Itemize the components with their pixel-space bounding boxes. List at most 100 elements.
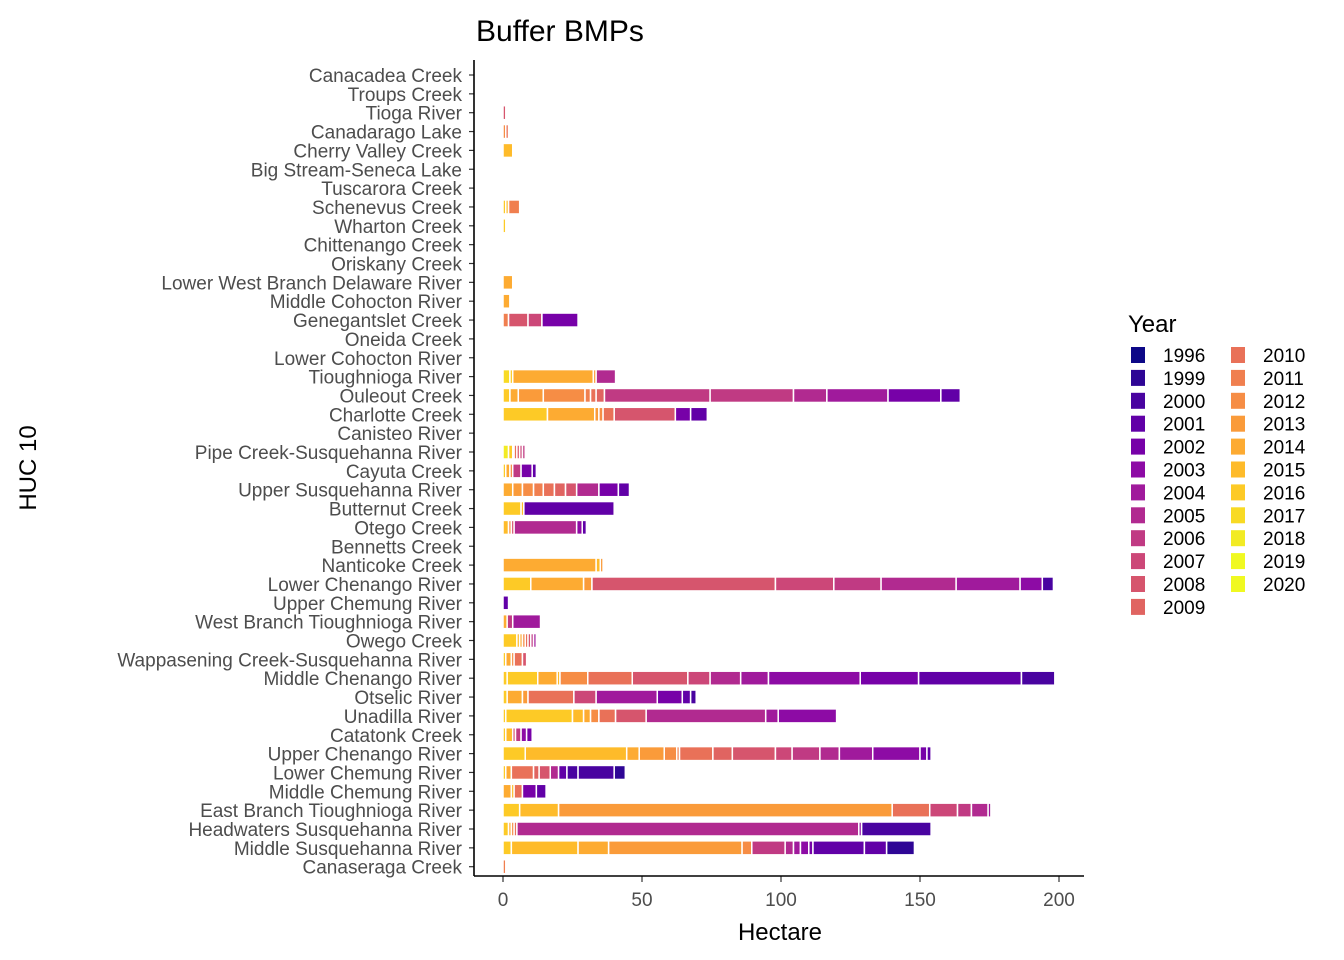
bar-segment bbox=[575, 519, 583, 536]
legend-label: 2004 bbox=[1163, 483, 1206, 504]
bar-segment bbox=[502, 821, 510, 837]
y-tick-label: Chittenango Creek bbox=[304, 236, 463, 257]
bar-segment bbox=[502, 406, 549, 423]
y-tick-label: Oneida Creek bbox=[345, 330, 463, 351]
bar-segment bbox=[531, 463, 538, 479]
bar-segment bbox=[638, 745, 665, 762]
bar-segment bbox=[709, 387, 795, 404]
y-tick-label: Oriskany Creek bbox=[331, 255, 462, 276]
bar-segment bbox=[891, 802, 931, 818]
bar-segment bbox=[527, 312, 543, 328]
y-tick-label: Canaseraga Creek bbox=[303, 858, 463, 879]
bar-segment bbox=[502, 368, 511, 385]
legend-label: 2009 bbox=[1163, 598, 1205, 619]
bar-segment bbox=[537, 632, 540, 649]
bar-segment bbox=[791, 745, 821, 762]
y-tick-label: Upper Susquehanna River bbox=[238, 481, 463, 502]
bar-segment bbox=[507, 312, 529, 328]
y-tick-label: Upper Chemung River bbox=[273, 594, 463, 615]
bar-segment bbox=[880, 576, 957, 592]
bar-segment bbox=[521, 651, 528, 668]
bar-segment bbox=[595, 689, 659, 705]
bar-segment bbox=[505, 651, 513, 668]
legend-key bbox=[1131, 553, 1145, 570]
bar-segment bbox=[575, 481, 600, 498]
y-tick-label: Pipe Creek-Susquehanna River bbox=[195, 443, 463, 464]
bar-segment bbox=[792, 387, 828, 404]
legend-key bbox=[1231, 530, 1245, 547]
bar-segment bbox=[571, 708, 585, 724]
y-tick-label: Unadilla River bbox=[344, 707, 463, 728]
bar-segment bbox=[511, 463, 522, 479]
y-tick-label: Tioughnioga River bbox=[309, 368, 463, 389]
chart-title: Buffer BMPs bbox=[476, 15, 644, 48]
bar-segment bbox=[521, 689, 529, 705]
y-tick-label: Canadarago Lake bbox=[311, 123, 462, 144]
bar-segment bbox=[970, 802, 989, 818]
y-tick-label: Headwaters Susquehanna River bbox=[188, 820, 462, 841]
legend-label: 2002 bbox=[1163, 438, 1205, 459]
legend-key bbox=[1131, 461, 1145, 478]
bar-segment bbox=[502, 500, 522, 517]
legend-label: 2011 bbox=[1263, 369, 1304, 390]
bar-segment bbox=[502, 783, 513, 800]
bar-segment bbox=[553, 481, 567, 498]
bar-segment bbox=[506, 670, 539, 686]
y-tick-label: Big Stream-Seneca Lake bbox=[251, 160, 462, 181]
bar-segment bbox=[1041, 576, 1055, 592]
bar-segment bbox=[502, 312, 510, 328]
y-tick-label: Tuscarora Creek bbox=[321, 179, 462, 200]
bar-segment bbox=[589, 708, 600, 724]
bar-segment bbox=[614, 708, 647, 724]
bar-segment bbox=[663, 745, 678, 762]
bar-segment bbox=[542, 387, 586, 404]
y-tick-label: Wharton Creek bbox=[334, 217, 462, 238]
bar-segment bbox=[518, 802, 560, 818]
legend-key bbox=[1131, 530, 1145, 547]
bar-segment bbox=[607, 840, 743, 856]
bar-segment bbox=[887, 387, 942, 404]
bar-segment bbox=[678, 745, 714, 762]
y-tick-label: Otselic River bbox=[354, 688, 462, 709]
bar-segment bbox=[537, 670, 558, 686]
bar-segment bbox=[584, 387, 592, 404]
y-tick-label: Butternut Creek bbox=[329, 500, 463, 521]
bar-segment bbox=[532, 481, 545, 498]
bar-segment bbox=[774, 576, 835, 592]
bar-segment bbox=[591, 576, 777, 592]
bar-segment bbox=[689, 406, 709, 423]
bar-segment bbox=[774, 745, 793, 762]
legend-key bbox=[1131, 369, 1145, 386]
bar-segment bbox=[799, 840, 810, 856]
bar-segment bbox=[687, 670, 711, 686]
y-tick-label: Troups Creek bbox=[348, 85, 463, 106]
bar-segment bbox=[511, 613, 542, 630]
bar-segment bbox=[613, 406, 677, 423]
bar-segment bbox=[871, 745, 921, 762]
bar-segment bbox=[928, 802, 959, 818]
y-tick-label: Otego Creek bbox=[354, 518, 462, 539]
bar-segment bbox=[863, 840, 888, 856]
bar-segment bbox=[541, 312, 579, 328]
bar-segment bbox=[1019, 576, 1044, 592]
bar-segment bbox=[527, 689, 575, 705]
legend-key bbox=[1231, 461, 1245, 478]
legend: Year 19961999200020012002200320042005200… bbox=[1128, 311, 1306, 619]
bar-segment bbox=[557, 764, 568, 781]
bar-segment bbox=[859, 670, 920, 686]
y-tick-label: Bennetts Creek bbox=[331, 537, 462, 558]
bar-segment bbox=[674, 406, 692, 423]
x-tick-label: 100 bbox=[765, 890, 797, 911]
bar-segment bbox=[535, 783, 547, 800]
bar-segment bbox=[764, 708, 779, 724]
bar-segment bbox=[987, 802, 992, 818]
bar-segment bbox=[838, 745, 874, 762]
bar-segment bbox=[509, 387, 520, 404]
bar-segment bbox=[506, 613, 514, 630]
bar-segment bbox=[751, 840, 786, 856]
bar-segment bbox=[559, 670, 589, 686]
bar-segment bbox=[513, 783, 524, 800]
bar-segment bbox=[502, 104, 507, 121]
legend-key bbox=[1231, 369, 1245, 386]
